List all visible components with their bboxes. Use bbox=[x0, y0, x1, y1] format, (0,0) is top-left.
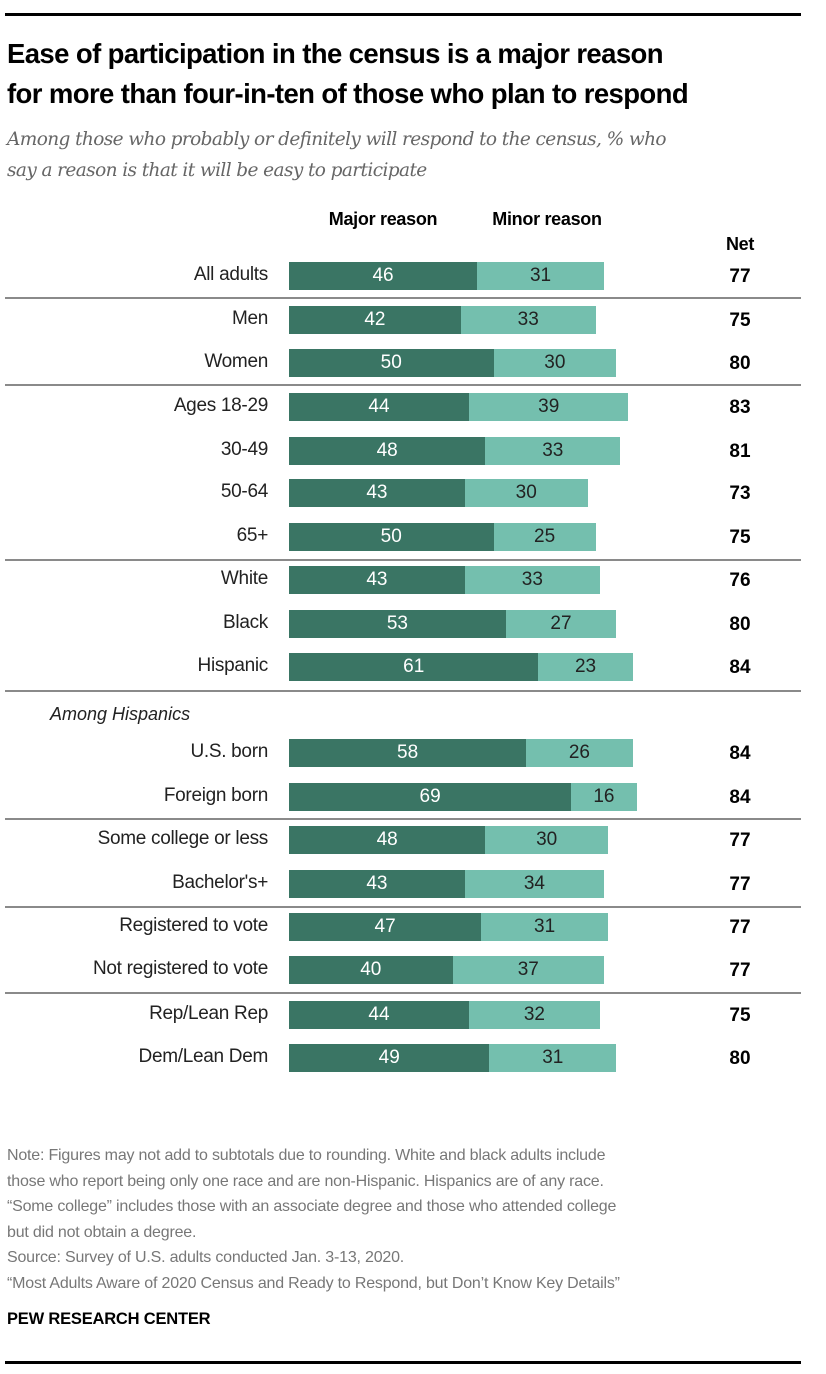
bar-minor: 33 bbox=[460, 306, 596, 334]
bar-major: 43 bbox=[289, 870, 465, 898]
bar-minor: 31 bbox=[481, 913, 608, 941]
bar-major: 50 bbox=[289, 523, 494, 551]
title-line: for more than four-in-ten of those who p… bbox=[7, 78, 689, 109]
row-label: Women bbox=[204, 351, 268, 372]
row-label: 50-64 bbox=[220, 481, 268, 502]
row-label: Some college or less bbox=[97, 828, 269, 849]
bar-minor: 31 bbox=[477, 262, 604, 290]
note-line: “Some college” includes those with an as… bbox=[7, 1198, 617, 1215]
row-label: Rep/Lean Rep bbox=[149, 1003, 268, 1024]
source-line: Source: Survey of U.S. adults conducted … bbox=[7, 1249, 405, 1266]
bar-major: 44 bbox=[289, 1001, 469, 1029]
subgroup-label: Among Hispanics bbox=[50, 704, 191, 724]
row-label: Registered to vote bbox=[119, 915, 268, 936]
net-value: 81 bbox=[729, 441, 751, 462]
group-divider bbox=[5, 992, 801, 994]
note-line: those who report being only one race and… bbox=[7, 1172, 604, 1190]
bar-major: 49 bbox=[289, 1044, 490, 1072]
top-rule bbox=[5, 13, 801, 16]
row-label: Ages 18-29 bbox=[173, 395, 268, 416]
bar-minor: 16 bbox=[571, 783, 637, 811]
bar-major: 53 bbox=[289, 610, 506, 638]
row-label: Dem/Lean Dem bbox=[138, 1046, 269, 1067]
net-value: 84 bbox=[729, 787, 751, 808]
bar-major: 61 bbox=[289, 653, 539, 681]
bar-minor: 33 bbox=[485, 437, 621, 465]
group-divider bbox=[5, 690, 801, 692]
bar-minor: 34 bbox=[464, 870, 604, 898]
note-line: but did not obtain a degree. bbox=[7, 1223, 197, 1241]
row-label: 65+ bbox=[236, 525, 269, 546]
net-value: 84 bbox=[729, 743, 751, 764]
bar-major: 43 bbox=[289, 479, 465, 507]
bar-minor: 37 bbox=[452, 956, 604, 984]
row-label: Not registered to vote bbox=[92, 958, 268, 979]
report-title-line: “Most Adults Aware of 2020 Census and Re… bbox=[7, 1274, 620, 1292]
bottom-rule bbox=[5, 1361, 801, 1364]
bar-minor: 32 bbox=[468, 1001, 600, 1029]
row-label: 30-49 bbox=[220, 439, 268, 460]
net-value: 76 bbox=[729, 570, 751, 591]
net-value: 77 bbox=[729, 960, 751, 981]
net-value: 77 bbox=[729, 266, 751, 287]
net-value: 77 bbox=[729, 917, 751, 938]
row-label: Bachelor's+ bbox=[172, 872, 268, 893]
row-label: All adults bbox=[193, 264, 268, 285]
net-value: 75 bbox=[729, 527, 751, 548]
group-divider bbox=[5, 906, 801, 908]
bar-major: 58 bbox=[289, 739, 527, 767]
net-value: 80 bbox=[729, 1048, 751, 1069]
row-label: U.S. born bbox=[190, 741, 268, 762]
net-value: 77 bbox=[729, 874, 751, 895]
bar-minor: 26 bbox=[526, 739, 633, 767]
bar-major: 42 bbox=[289, 306, 461, 334]
net-value: 75 bbox=[729, 1005, 751, 1026]
bar-minor: 30 bbox=[493, 349, 617, 377]
bar-minor: 23 bbox=[538, 653, 633, 681]
group-divider bbox=[5, 818, 801, 820]
group-divider bbox=[5, 559, 801, 561]
net-value: 75 bbox=[729, 310, 751, 331]
group-divider bbox=[5, 384, 801, 386]
row-label: Foreign born bbox=[163, 785, 268, 806]
bar-major: 50 bbox=[289, 349, 494, 377]
brand-logo-text: PEW RESEARCH CENTER bbox=[7, 1310, 211, 1328]
bar-major: 43 bbox=[289, 566, 465, 594]
group-divider bbox=[5, 297, 801, 299]
subtitle-line: Among those who probably or definitely w… bbox=[7, 129, 667, 150]
bar-major: 46 bbox=[289, 262, 478, 290]
bar-minor: 31 bbox=[489, 1044, 617, 1072]
row-label: Black bbox=[223, 612, 268, 633]
bar-major: 44 bbox=[289, 393, 469, 421]
bar-major: 40 bbox=[289, 956, 453, 984]
row-label: White bbox=[220, 568, 268, 589]
net-value: 80 bbox=[729, 353, 751, 374]
bar-major: 48 bbox=[289, 437, 486, 465]
title-line: Ease of participation in the census is a… bbox=[7, 38, 664, 69]
net-value: 77 bbox=[729, 830, 751, 851]
net-value: 83 bbox=[729, 397, 751, 418]
bar-minor: 25 bbox=[493, 523, 596, 551]
row-label: Hispanic bbox=[197, 655, 269, 676]
chart-title: Ease of participation in the census is a… bbox=[7, 34, 822, 114]
column-header-major: Major reason bbox=[328, 209, 438, 229]
bar-minor: 30 bbox=[485, 826, 608, 854]
column-header-net: Net bbox=[725, 234, 755, 254]
notes: Note: Figures may not add to subtotals d… bbox=[7, 1143, 822, 1296]
bar-minor: 27 bbox=[505, 610, 617, 638]
bar-minor: 30 bbox=[464, 479, 588, 507]
column-header-minor: Minor reason bbox=[492, 209, 602, 229]
net-value: 73 bbox=[729, 483, 751, 504]
subtitle-line: say a reason is that it will be easy to … bbox=[7, 160, 427, 181]
bar-major: 47 bbox=[289, 913, 482, 941]
row-label: Men bbox=[231, 308, 268, 329]
note-line: Note: Figures may not add to subtotals d… bbox=[7, 1147, 606, 1164]
net-value: 80 bbox=[729, 614, 751, 635]
bar-minor: 39 bbox=[468, 393, 629, 421]
chart-subtitle: Among those who probably or definitely w… bbox=[7, 124, 822, 186]
bar-minor: 33 bbox=[464, 566, 600, 594]
bar-major: 69 bbox=[289, 783, 572, 811]
net-value: 84 bbox=[729, 657, 751, 678]
bar-major: 48 bbox=[289, 826, 486, 854]
